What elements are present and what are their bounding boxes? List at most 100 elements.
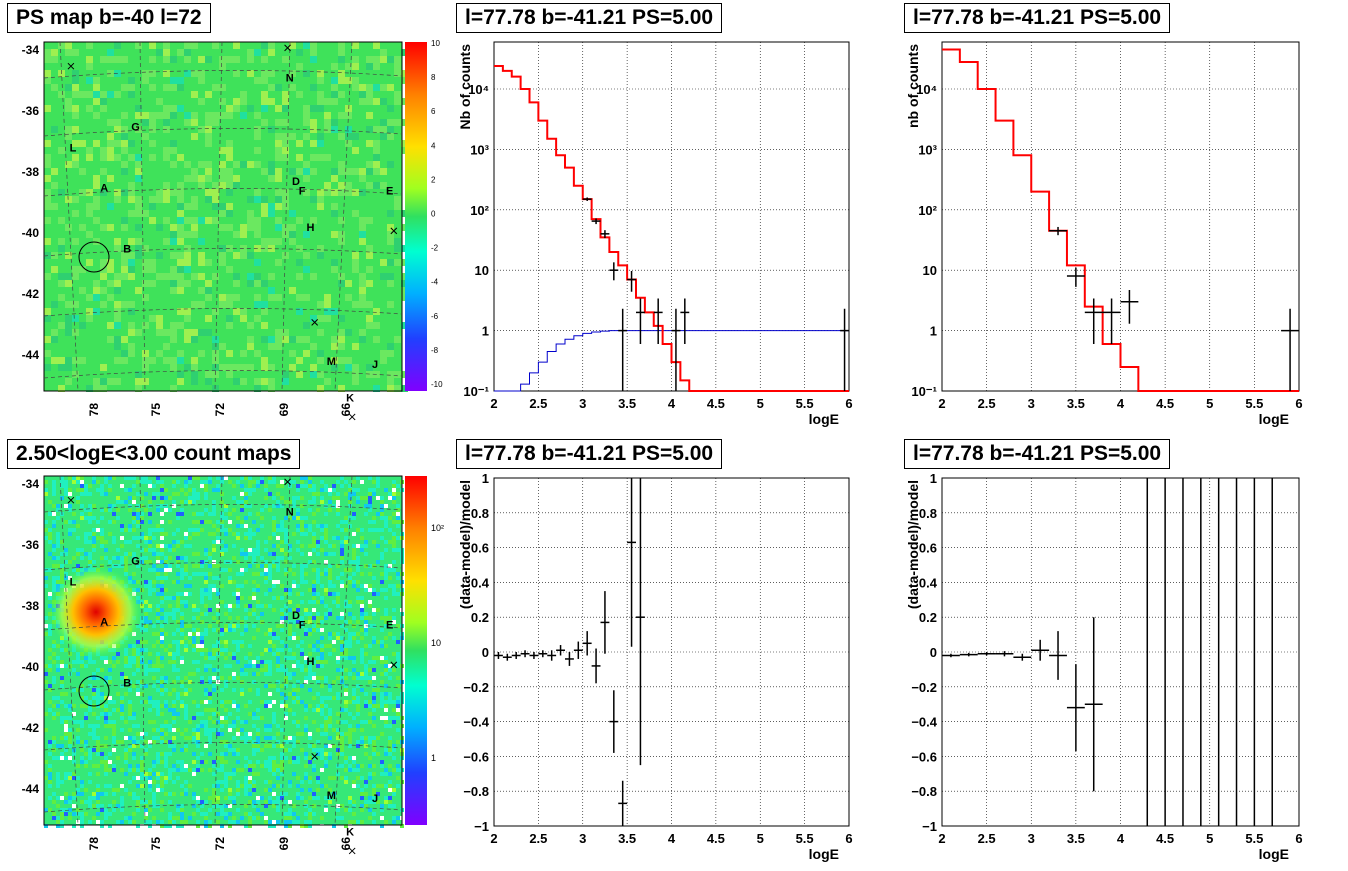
map-pixel xyxy=(172,716,176,720)
map-pixel xyxy=(328,796,332,800)
map-pixel xyxy=(292,692,296,696)
map-pixel xyxy=(100,273,107,280)
map-pixel xyxy=(368,704,372,708)
map-pixel xyxy=(316,524,320,528)
map-pixel xyxy=(344,528,348,532)
map-pixel xyxy=(84,536,88,540)
map-pixel xyxy=(304,820,308,824)
map-pixel xyxy=(142,119,149,126)
map-pixel xyxy=(240,680,244,684)
map-pixel xyxy=(104,812,108,816)
map-pixel xyxy=(64,716,68,720)
map-pixel xyxy=(360,652,364,656)
map-pixel xyxy=(188,528,192,532)
map-pixel xyxy=(164,688,168,692)
map-pixel xyxy=(387,301,394,308)
map-pixel xyxy=(212,708,216,712)
map-pixel xyxy=(364,496,368,500)
map-pixel xyxy=(364,588,368,592)
map-pixel xyxy=(52,816,56,820)
map-pixel xyxy=(224,560,228,564)
map-pixel xyxy=(396,504,400,508)
map-pixel xyxy=(316,680,320,684)
map-pixel xyxy=(344,540,348,544)
map-pixel xyxy=(124,648,128,652)
map-pixel xyxy=(384,684,388,688)
map-pixel xyxy=(340,540,344,544)
map-pixel xyxy=(264,660,268,664)
map-pixel xyxy=(275,84,282,91)
map-pixel xyxy=(208,512,212,516)
map-pixel xyxy=(176,640,180,644)
map-pixel xyxy=(92,660,96,664)
map-pixel xyxy=(152,580,156,584)
map-pixel xyxy=(320,652,324,656)
map-pixel xyxy=(121,301,128,308)
map-pixel xyxy=(312,676,316,680)
x-tick-label: 5 xyxy=(757,396,764,411)
map-pixel xyxy=(192,740,196,744)
map-pixel xyxy=(303,175,310,182)
map-pixel xyxy=(308,528,312,532)
map-pixel xyxy=(192,604,196,608)
map-pixel xyxy=(68,520,72,524)
map-pixel xyxy=(64,728,68,732)
map-pixel xyxy=(56,536,60,540)
map-pixel xyxy=(100,98,107,105)
map-pixel xyxy=(276,560,280,564)
map-pixel xyxy=(56,532,60,536)
map-pixel xyxy=(254,350,261,357)
map-pixel xyxy=(396,816,400,820)
map-pixel xyxy=(72,126,79,133)
map-pixel xyxy=(170,252,177,259)
map-pixel xyxy=(384,576,388,580)
map-pixel xyxy=(324,112,331,119)
map-pixel xyxy=(107,294,114,301)
map-pixel xyxy=(359,273,366,280)
map-pixel xyxy=(198,70,205,77)
map-pixel xyxy=(121,259,128,266)
map-pixel xyxy=(338,231,345,238)
map-pixel xyxy=(396,656,400,660)
map-pixel xyxy=(316,592,320,596)
map-pixel xyxy=(96,740,100,744)
map-pixel xyxy=(264,496,268,500)
map-frame xyxy=(43,41,403,392)
map-pixel xyxy=(44,584,48,588)
map-pixel xyxy=(244,664,248,668)
map-pixel xyxy=(128,189,135,196)
map-pixel xyxy=(88,540,92,544)
map-pixel xyxy=(142,133,149,140)
map-pixel xyxy=(196,608,200,612)
map-pixel xyxy=(232,816,236,820)
map-pixel xyxy=(72,704,76,708)
map-pixel xyxy=(216,756,220,760)
map-pixel xyxy=(236,728,240,732)
map-pixel xyxy=(320,724,324,728)
map-pixel xyxy=(80,704,84,708)
x-tick-label: 2.5 xyxy=(978,396,996,411)
map-pixel xyxy=(240,350,247,357)
map-pixel xyxy=(388,748,392,752)
map-pixel xyxy=(300,620,304,624)
map-pixel xyxy=(284,816,288,820)
map-pixel xyxy=(352,252,359,259)
map-pixel xyxy=(76,672,80,676)
map-pixel xyxy=(352,820,356,824)
map-pixel xyxy=(107,259,114,266)
map-pixel xyxy=(282,189,289,196)
map-pixel xyxy=(244,616,248,620)
map-pixel xyxy=(212,800,216,804)
map-pixel xyxy=(331,119,338,126)
cross-marker xyxy=(311,753,319,760)
map-pixel xyxy=(196,824,200,828)
map-y-tick-label: -44 xyxy=(22,782,40,796)
map-pixel xyxy=(204,576,208,580)
map-pixel xyxy=(284,696,288,700)
map-pixel xyxy=(68,508,72,512)
map-pixel xyxy=(340,748,344,752)
map-pixel xyxy=(288,824,292,828)
map-pixel xyxy=(288,624,292,628)
map-pixel xyxy=(104,548,108,552)
map-pixel xyxy=(244,556,248,560)
